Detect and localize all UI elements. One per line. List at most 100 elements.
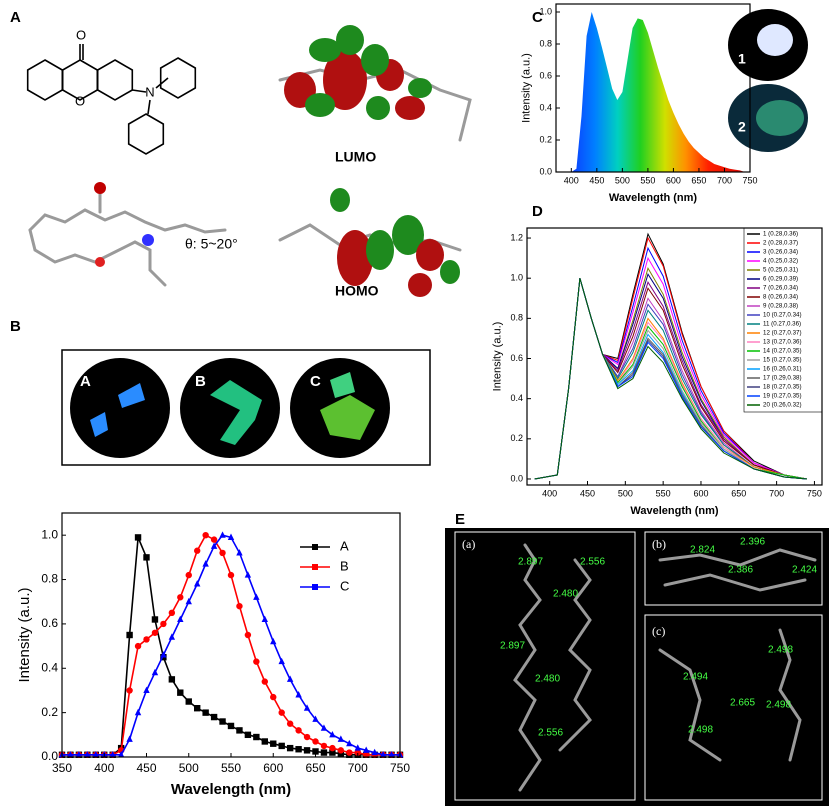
panel-label: A xyxy=(10,9,21,26)
marker xyxy=(371,748,378,756)
spectrum-area xyxy=(561,12,750,172)
legend-label: C xyxy=(340,578,349,593)
marker xyxy=(261,678,268,685)
marker xyxy=(109,750,116,758)
x-tick-label: 700 xyxy=(769,488,784,498)
y-tick-label: 0.4 xyxy=(539,102,552,112)
series-line xyxy=(62,534,400,756)
marker xyxy=(67,750,74,758)
inset-crystal xyxy=(756,100,804,136)
y-tick-label: 1.2 xyxy=(510,232,523,242)
crystal-packing xyxy=(513,543,817,792)
y-tick-label: 0.4 xyxy=(41,660,58,674)
marker xyxy=(210,542,218,549)
marker xyxy=(117,750,125,758)
distance-label: 2.494 xyxy=(683,672,708,683)
x-tick-label: 700 xyxy=(348,761,368,775)
legend-label: 2 (0.28,0.37) xyxy=(763,240,798,247)
series-line xyxy=(62,534,400,756)
marker xyxy=(329,730,336,738)
marker xyxy=(202,709,209,716)
panel-label: C xyxy=(532,9,543,26)
marker xyxy=(337,750,345,757)
crystal xyxy=(118,383,145,408)
marker xyxy=(354,749,361,756)
marker xyxy=(320,724,328,731)
marker xyxy=(286,675,294,682)
series-line xyxy=(534,278,807,480)
subpanel-label: (c) xyxy=(652,624,665,638)
x-axis-label: Wavelength (nm) xyxy=(171,781,291,798)
marker xyxy=(168,633,176,640)
homo-orbital xyxy=(278,188,462,297)
x-tick-label: 400 xyxy=(564,175,579,185)
x-tick-label: 400 xyxy=(542,488,557,498)
marker xyxy=(295,727,302,734)
marker xyxy=(278,657,285,665)
marker xyxy=(210,713,218,721)
marker xyxy=(126,687,133,694)
marker xyxy=(286,744,294,752)
marker xyxy=(354,744,361,751)
crystal xyxy=(320,395,375,440)
y-tick-label: 1.0 xyxy=(41,527,58,541)
legend-marker xyxy=(312,544,318,550)
marker xyxy=(177,615,184,623)
crystal-photo xyxy=(180,358,280,458)
marker xyxy=(160,651,167,658)
marker xyxy=(388,750,395,758)
marker xyxy=(168,609,176,617)
legend-label: 15 (0.27,0.35) xyxy=(763,357,802,364)
subpanel-label: (b) xyxy=(652,537,666,551)
y-tick-label: 0.6 xyxy=(41,616,58,630)
marker xyxy=(278,709,285,716)
distance-label: 2.556 xyxy=(580,557,605,568)
marker xyxy=(363,746,370,753)
marker xyxy=(194,705,201,712)
marker xyxy=(270,693,277,701)
marker xyxy=(92,750,99,758)
marker xyxy=(160,620,167,628)
x-tick-label: 750 xyxy=(742,175,757,185)
marker xyxy=(151,629,159,636)
legend-label: 6 (0.29,0.39) xyxy=(763,276,798,283)
orbital-label: HOMO xyxy=(335,283,379,299)
x-tick-label: 350 xyxy=(52,761,72,775)
marker xyxy=(219,718,226,725)
marker xyxy=(329,744,336,752)
marker xyxy=(227,533,235,540)
legend-label: B xyxy=(340,558,349,573)
marker xyxy=(126,735,133,742)
inset-crystal xyxy=(757,24,793,56)
y-tick-label: 1.0 xyxy=(539,6,552,16)
atom-label: O xyxy=(76,27,86,42)
marker xyxy=(303,747,311,754)
marker xyxy=(185,571,192,579)
y-tick-label: 0.8 xyxy=(539,38,552,48)
marker xyxy=(312,748,319,755)
marker xyxy=(320,749,328,756)
marker xyxy=(134,708,142,716)
atom-label: O xyxy=(75,93,85,108)
marker xyxy=(363,751,370,758)
marker xyxy=(194,580,201,587)
marker xyxy=(202,531,209,539)
x-tick-label: 700 xyxy=(717,175,732,185)
marker xyxy=(210,536,218,543)
y-axis-label: Intensity (a.u.) xyxy=(16,587,33,682)
angle-label: θ: 5~20° xyxy=(185,236,238,252)
marker xyxy=(312,738,319,745)
x-axis-label: Wavelength (nm) xyxy=(609,192,698,204)
distance-label: 2.386 xyxy=(728,565,753,576)
marker xyxy=(177,689,184,696)
orbital-label: LUMO xyxy=(335,149,376,165)
legend-label: 3 (0.26,0.34) xyxy=(763,249,798,256)
distance-label: 2.424 xyxy=(792,565,817,576)
marker xyxy=(227,571,235,579)
marker xyxy=(219,549,226,557)
marker xyxy=(253,593,260,600)
panel-label: B xyxy=(10,318,21,335)
x-tick-label: 650 xyxy=(731,488,746,498)
marker xyxy=(126,631,133,639)
subpanel-frame xyxy=(644,531,823,606)
